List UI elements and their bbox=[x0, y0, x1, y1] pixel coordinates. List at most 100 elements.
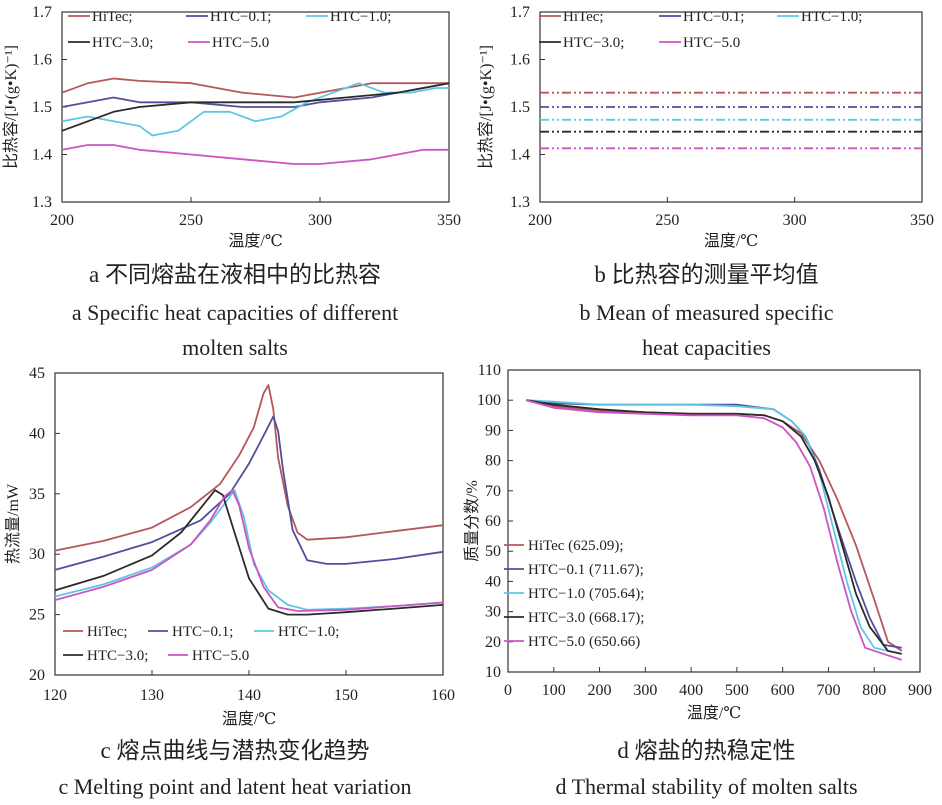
y-tick-label-d: 80 bbox=[485, 453, 501, 470]
y-tick-label-d: 110 bbox=[478, 362, 501, 379]
chart-panel-a: 200 250 300 350 1.3 1.4 1.5 1.6 1.7 温度/℃ 比热容/[J•(g… bbox=[0, 0, 470, 255]
y-tick-label-d: 70 bbox=[485, 483, 501, 500]
x-tick-label-d: 0 bbox=[504, 682, 512, 699]
series-line-c-hitec bbox=[54, 384, 444, 552]
x-tick-label-d: 100 bbox=[542, 682, 566, 699]
x-tick-label-c: 140 bbox=[237, 687, 261, 704]
y-tick-label-d: 50 bbox=[485, 543, 501, 560]
chart-b-svg: 200 250 300 350 1.3 1.4 1.5 1.6 1.7 温度/℃ 比热容/[J•(g… bbox=[477, 4, 934, 250]
x-tick-label-d: 700 bbox=[816, 682, 840, 699]
x-tick-label-d: 400 bbox=[679, 682, 703, 699]
x-tick-label-d: 600 bbox=[771, 682, 795, 699]
x-tick-label-b: 300 bbox=[783, 212, 807, 229]
series-line-a-htc-10 bbox=[61, 82, 449, 137]
legend-label-c: HTC−0.1; bbox=[172, 624, 233, 640]
x-tick-label-d: 300 bbox=[633, 682, 657, 699]
series-line-c-htc-50 bbox=[54, 489, 444, 612]
y-tick-label-c: 25 bbox=[29, 607, 45, 624]
legend-label-a: HiTec; bbox=[92, 9, 133, 25]
y-tick-label-a: 1.6 bbox=[32, 52, 52, 69]
legend-label-a: HTC−1.0; bbox=[330, 9, 391, 25]
chart-c-svg: 120 130 140 150 160 20 25 30 35 40 45 温度/℃ 热流量/mW HiT… bbox=[4, 365, 455, 728]
legend-label-b: HTC−5.0 bbox=[683, 35, 740, 51]
legend-label-d: HTC−3.0 (668.17); bbox=[528, 610, 644, 626]
x-tick-label-d: 200 bbox=[588, 682, 612, 699]
x-tick-label-a: 350 bbox=[437, 212, 461, 229]
series-line-c-htc-30 bbox=[54, 489, 444, 616]
x-tick-label-c: 120 bbox=[43, 687, 67, 704]
y-tick-label-c: 20 bbox=[29, 667, 45, 684]
y-tick-label-b: 1.7 bbox=[510, 4, 530, 21]
series-line-a-htc-50 bbox=[61, 144, 449, 165]
x-tick-label-c: 160 bbox=[431, 687, 455, 704]
y-tick-label-d: 100 bbox=[477, 392, 501, 409]
series-line-d-htc-10 bbox=[526, 399, 902, 655]
x-tick-label-d: 800 bbox=[862, 682, 886, 699]
y-tick-label-d: 20 bbox=[485, 634, 501, 651]
caption-b-en-2: heat capacities bbox=[642, 335, 771, 360]
caption-a-cn: a 不同熔盐在液相中的比热容 bbox=[89, 262, 381, 287]
x-tick-label-c: 130 bbox=[140, 687, 164, 704]
x-axis-title-a: 温度/℃ bbox=[228, 232, 282, 250]
chart-panel-d: 0 100 200 300 400 500 600 700 800 900 10 20 30 40 50 60… bbox=[463, 360, 942, 735]
legend-label-c: HTC−5.0 bbox=[192, 648, 249, 664]
legend-label-d: HTC−1.0 (705.64); bbox=[528, 586, 644, 602]
y-tick-label-c: 35 bbox=[29, 486, 45, 503]
y-axis-title-c: 热流量/mW bbox=[4, 483, 22, 564]
x-axis-title-b: 温度/℃ bbox=[704, 232, 758, 250]
legend-label-a: HTC−0.1; bbox=[210, 9, 271, 25]
legend-label-a: HTC−3.0; bbox=[92, 35, 153, 51]
series-line-d-htc-50 bbox=[526, 399, 902, 661]
y-tick-label-b: 1.6 bbox=[510, 52, 530, 69]
y-tick-label-d: 60 bbox=[485, 513, 501, 530]
caption-c-cn: c 熔点曲线与潜热变化趋势 bbox=[100, 738, 370, 763]
caption-d-en: d Thermal stability of molten salts bbox=[555, 774, 858, 799]
x-tick-label-a: 200 bbox=[50, 212, 74, 229]
caption-c-en: c Melting point and latent heat variatio… bbox=[58, 774, 412, 799]
series-line-a-hitec bbox=[61, 77, 449, 99]
x-tick-label-b: 250 bbox=[655, 212, 679, 229]
legend-label-b: HTC−0.1; bbox=[683, 9, 744, 25]
legend-label-b: HiTec; bbox=[563, 9, 604, 25]
x-tick-label-b: 200 bbox=[528, 212, 552, 229]
x-tick-label-a: 300 bbox=[308, 212, 332, 229]
series-line-c-htc-10 bbox=[54, 489, 444, 611]
caption-b-en-1: b Mean of measured specific bbox=[579, 300, 834, 325]
x-tick-label-d: 900 bbox=[908, 682, 932, 699]
legend-label-a: HTC−5.0 bbox=[212, 35, 269, 51]
y-tick-label-b: 1.3 bbox=[510, 194, 530, 211]
y-tick-label-d: 40 bbox=[485, 573, 501, 590]
x-axis-title-c: 温度/℃ bbox=[222, 710, 276, 728]
legend-label-d: HiTec (625.09); bbox=[528, 538, 624, 554]
legend-label-c: HTC−1.0; bbox=[278, 624, 339, 640]
legend-label-c: HTC−3.0; bbox=[87, 648, 148, 664]
y-tick-label-a: 1.7 bbox=[32, 4, 52, 21]
y-tick-label-d: 30 bbox=[485, 604, 501, 621]
x-tick-label-d: 500 bbox=[725, 682, 749, 699]
y-tick-label-b: 1.4 bbox=[510, 147, 530, 164]
x-axis-title-d: 温度/℃ bbox=[687, 704, 741, 722]
y-axis-title-a: 比热容/[J•(g•K)⁻¹] bbox=[2, 45, 20, 169]
y-tick-label-a: 1.3 bbox=[32, 194, 52, 211]
legend-label-c: HiTec; bbox=[87, 624, 128, 640]
legend-label-b: HTC−1.0; bbox=[801, 9, 862, 25]
x-tick-label-b: 350 bbox=[910, 212, 934, 229]
series-line-a-htc-30 bbox=[61, 82, 450, 132]
y-tick-label-c: 30 bbox=[29, 546, 45, 563]
y-tick-label-c: 45 bbox=[29, 365, 45, 382]
caption-a-en-1: a Specific heat capacities of different bbox=[71, 300, 399, 325]
x-tick-label-c: 150 bbox=[334, 687, 358, 704]
series-line-d-htc-30 bbox=[526, 399, 902, 655]
y-tick-label-a: 1.5 bbox=[32, 99, 52, 116]
legend-label-b: HTC−3.0; bbox=[563, 35, 624, 51]
chart-panel-c: 120 130 140 150 160 20 25 30 35 40 45 温度/℃ 热流量/mW HiT… bbox=[0, 360, 470, 735]
y-tick-label-c: 40 bbox=[29, 425, 45, 442]
chart-a-svg: 200 250 300 350 1.3 1.4 1.5 1.6 1.7 温度/℃ 比热容/[J•(g… bbox=[2, 4, 461, 250]
legend-label-d: HTC−5.0 (650.66) bbox=[528, 634, 640, 650]
y-tick-label-d: 10 bbox=[485, 664, 501, 681]
chart-d-svg: 0 100 200 300 400 500 600 700 800 900 10 20 30 40 50 60… bbox=[463, 362, 932, 722]
caption-a-en-2: molten salts bbox=[182, 335, 288, 360]
x-tick-label-a: 250 bbox=[179, 212, 203, 229]
y-axis-title-d: 质量分数/% bbox=[463, 480, 481, 562]
y-axis-title-b: 比热容/[J•(g•K)⁻¹] bbox=[477, 45, 495, 169]
